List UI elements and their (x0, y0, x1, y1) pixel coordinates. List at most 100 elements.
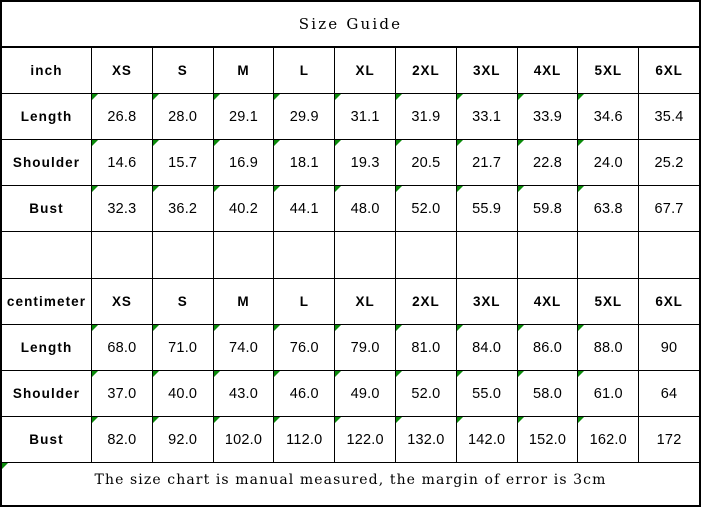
cell-inch-bust-4xl: 59.8 (517, 186, 579, 231)
cell-centimeter-shoulder-3xl: 55.0 (456, 371, 518, 416)
comment-flag-icon (2, 463, 8, 469)
spacer-cell (92, 232, 153, 278)
spacer-row (2, 232, 699, 279)
comment-flag-icon (456, 94, 463, 100)
comment-flag-icon (395, 417, 402, 423)
table-row: Length 26.8 28.0 29.1 29.9 31.1 31.9 33.1 33.9 34… (2, 94, 699, 140)
cell-inch-shoulder-s: 15.7 (152, 140, 214, 185)
cell-centimeter-length-xl: 79.0 (335, 325, 396, 370)
cell-centimeter-length-l: 76.0 (274, 325, 336, 370)
cell-inch-shoulder-3xl: 21.7 (456, 140, 518, 185)
comment-flag-icon (335, 140, 342, 146)
size-header-xs: XS (92, 48, 153, 93)
cell-centimeter-shoulder-xs: 37.0 (92, 371, 153, 416)
comment-flag-icon (152, 94, 159, 100)
size-header-3xl: 3XL (457, 48, 518, 93)
spacer-cell (578, 232, 640, 278)
comment-flag-icon (517, 140, 524, 146)
spacer-cell (274, 232, 336, 278)
size-header-2xl: 2XL (396, 48, 457, 93)
size-header-xl: XL (335, 48, 396, 93)
row-label-inch-shoulder: Shoulder (2, 140, 92, 185)
size-header-6xl: 6XL (655, 63, 683, 78)
cell-inch-length-s: 28.0 (152, 94, 214, 139)
comment-flag-icon (274, 186, 281, 192)
table-row: Shoulder 14.6 15.7 16.9 18.1 19.3 20.5 21.7 22.8… (2, 140, 699, 186)
spacer-cell (214, 232, 275, 278)
spacer-cell (153, 232, 214, 278)
cell-inch-shoulder-m: 16.9 (213, 140, 275, 185)
cell-inch-shoulder-5xl: 24.0 (578, 140, 640, 185)
comment-flag-icon (517, 186, 524, 192)
comment-flag-icon (517, 325, 524, 331)
page-title: Size Guide (298, 15, 403, 33)
cell-inch-bust-s: 36.2 (152, 186, 214, 231)
cell-centimeter-bust-l: 112.0 (274, 417, 336, 462)
comment-flag-icon (213, 186, 220, 192)
comment-flag-icon (578, 417, 585, 423)
comment-flag-icon (517, 371, 524, 377)
cell-centimeter-length-xs: 68.0 (92, 325, 153, 370)
comment-flag-icon (578, 140, 585, 146)
size-header-m: M (214, 279, 275, 324)
cell-inch-shoulder-xl: 19.3 (335, 140, 396, 185)
row-label-centimeter-length: Length (2, 325, 92, 370)
table-row: Length 68.0 71.0 74.0 76.0 79.0 81.0 84.0 86.0 88… (2, 325, 699, 371)
comment-flag-icon (395, 140, 402, 146)
comment-flag-icon (92, 371, 98, 377)
spacer-cell (457, 232, 518, 278)
size-header-l: L (274, 279, 336, 324)
size-header-xl: XL (335, 279, 396, 324)
comment-flag-icon (456, 417, 463, 423)
header-row-centimeter: centimeter XS S M L XL 2XL 3XL 4XL 5XL 6XL (2, 279, 699, 325)
cell-inch-length-6xl: 35.4 (654, 108, 684, 125)
comment-flag-icon (456, 371, 463, 377)
cell-centimeter-bust-s: 92.0 (152, 417, 214, 462)
comment-flag-icon (456, 186, 463, 192)
table-body: inch XS S M L XL 2XL 3XL 4XL 5XL 6XL Length 26.8 28.0… (2, 48, 699, 463)
comment-flag-icon (152, 325, 159, 331)
comment-flag-icon (152, 417, 159, 423)
size-header-5xl: 5XL (578, 279, 640, 324)
comment-flag-icon (152, 186, 159, 192)
cell-inch-bust-3xl: 55.9 (456, 186, 518, 231)
comment-flag-icon (152, 140, 159, 146)
comment-flag-icon (395, 371, 402, 377)
cell-centimeter-shoulder-2xl: 52.0 (395, 371, 457, 416)
row-label-centimeter-bust: Bust (2, 417, 92, 462)
size-header-s: S (153, 48, 214, 93)
cell-inch-length-3xl: 33.1 (456, 94, 518, 139)
size-header-s: S (153, 279, 214, 324)
comment-flag-icon (213, 140, 220, 146)
comment-flag-icon (335, 371, 342, 377)
cell-inch-length-xl: 31.1 (335, 94, 396, 139)
cell-centimeter-length-s: 71.0 (152, 325, 214, 370)
table-row: Bust 82.0 92.0 102.0 112.0 122.0 132.0 142.0 152… (2, 417, 699, 463)
comment-flag-icon (395, 94, 402, 100)
comment-flag-icon (578, 94, 585, 100)
cell-centimeter-bust-m: 102.0 (213, 417, 275, 462)
comment-flag-icon (274, 417, 281, 423)
size-header-l: L (274, 48, 336, 93)
comment-flag-icon (274, 371, 281, 377)
cell-centimeter-bust-5xl: 162.0 (578, 417, 640, 462)
cell-centimeter-shoulder-6xl: 64 (660, 385, 678, 402)
cell-inch-shoulder-l: 18.1 (274, 140, 336, 185)
comment-flag-icon (335, 186, 342, 192)
row-label-inch-bust: Bust (2, 186, 92, 231)
size-header-4xl: 4XL (518, 279, 579, 324)
comment-flag-icon (578, 186, 585, 192)
table-row: Bust 32.3 36.2 40.2 44.1 48.0 52.0 55.9 59.8 63.8… (2, 186, 699, 232)
cell-inch-shoulder-4xl: 22.8 (517, 140, 579, 185)
row-label-centimeter-shoulder: Shoulder (2, 371, 92, 416)
comment-flag-icon (213, 371, 220, 377)
spacer-cell (2, 232, 92, 278)
cell-inch-bust-5xl: 63.8 (578, 186, 640, 231)
cell-centimeter-bust-xl: 122.0 (335, 417, 396, 462)
comment-flag-icon (274, 140, 281, 146)
comment-flag-icon (517, 94, 524, 100)
cell-centimeter-length-3xl: 84.0 (456, 325, 518, 370)
comment-flag-icon (92, 186, 98, 192)
cell-inch-length-2xl: 31.9 (395, 94, 457, 139)
